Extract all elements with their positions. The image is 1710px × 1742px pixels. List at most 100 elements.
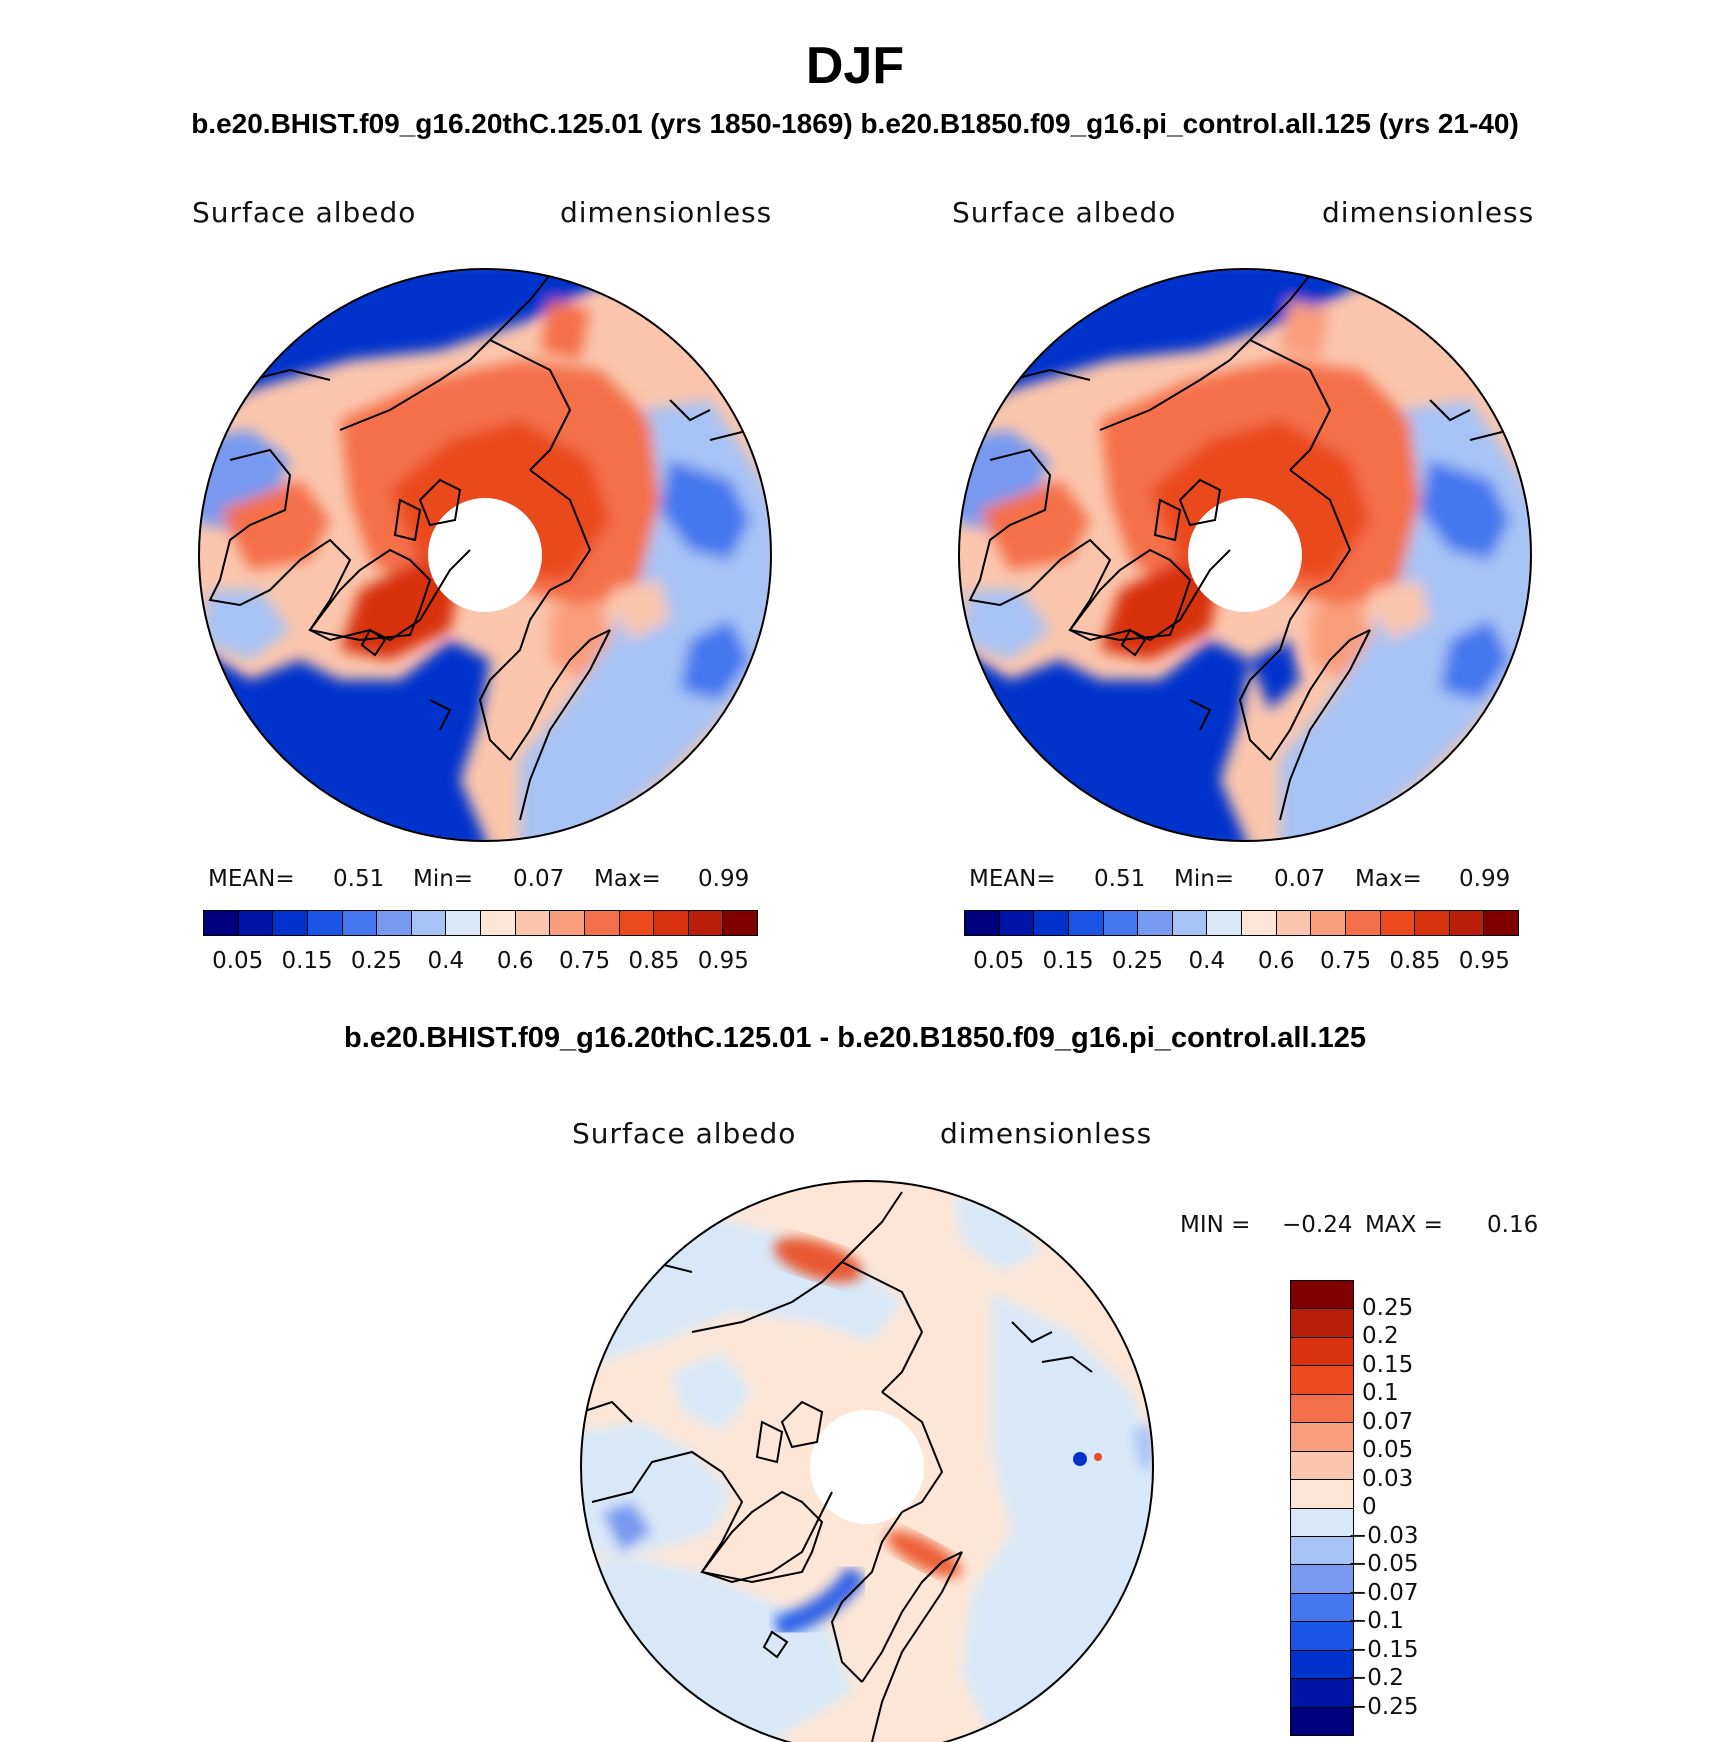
panel2-colorbar-swatch xyxy=(1311,911,1346,935)
panel2-colorbar-swatch xyxy=(1103,911,1139,935)
panel1-colorbar-tick-label: 0.75 xyxy=(558,948,611,974)
cases-subtitle: b.e20.BHIST.f09_g16.20thC.125.01 (yrs 18… xyxy=(191,108,1519,139)
diff-colorbar-tick-label: −0.05 xyxy=(1348,1551,1419,1577)
diff-colorbar-swatch xyxy=(1291,1707,1353,1735)
diff-positive-anomaly-east xyxy=(886,1530,962,1578)
panel1-colorbar-swatch xyxy=(584,911,620,935)
panel2-polar-map xyxy=(958,268,1532,842)
panel2-colorbar-swatch xyxy=(1172,911,1208,935)
panel1-colorbar-swatch xyxy=(619,911,655,935)
panel2-colorbar-swatch xyxy=(1138,911,1173,935)
panel2-colorbar-swatch xyxy=(1068,911,1104,935)
panel1-colorbar-tick-label: 0.95 xyxy=(697,948,749,974)
diff-colorbar-tick-label: 0.05 xyxy=(1362,1437,1414,1463)
panel1-colorbar-swatch xyxy=(654,911,689,935)
panel1-mean-label: MEAN= xyxy=(208,866,295,892)
panel2-colorbar-swatch xyxy=(1207,911,1242,935)
panel1-colorbar-swatch xyxy=(377,911,412,935)
panel1-variable-label: Surface albedo xyxy=(192,196,417,229)
diff-max-value: 0.16 xyxy=(1487,1212,1539,1238)
diff-coastlines xyxy=(581,1191,1093,1742)
diff-negative-spot xyxy=(1073,1452,1087,1466)
panel1-colorbar-swatch xyxy=(273,911,308,935)
panel2-colorbar-swatch xyxy=(1484,911,1518,935)
panel1-colorbar-swatch xyxy=(342,911,378,935)
panel1-colorbar-tick-label: 0.05 xyxy=(212,948,264,974)
diff-colorbar-swatch xyxy=(1291,1337,1353,1367)
diff-colorbar-tick-label: 0.07 xyxy=(1362,1408,1414,1435)
panel2-colorbar-tick-label: 0.85 xyxy=(1389,948,1441,974)
diff-colorbar-swatch xyxy=(1291,1679,1353,1708)
panel1-max-value: 0.99 xyxy=(698,866,750,892)
diff-colorbar-swatch xyxy=(1291,1622,1353,1651)
panel1-colorbar xyxy=(203,910,758,936)
panel1-pole-hole xyxy=(428,498,542,612)
diff-colorbar-tick-label: 0 xyxy=(1362,1494,1377,1520)
panel2-colorbar-tick-label: 0.05 xyxy=(973,948,1025,974)
diff-positive-spot xyxy=(1094,1453,1102,1461)
panel2-mean-label: MEAN= xyxy=(969,866,1056,892)
panel1-colorbar-swatch xyxy=(550,911,585,935)
diff-pole-hole xyxy=(810,1410,924,1524)
panel1-colorbar-tick-label: 0.4 xyxy=(427,948,465,974)
diff-colorbar-tick-label: −0.03 xyxy=(1348,1522,1419,1549)
diff-min-value: −0.24 xyxy=(1282,1212,1353,1238)
panel1-max-label: Max= xyxy=(594,866,661,892)
diff-colorbar-swatch xyxy=(1291,1565,1353,1594)
panel2-colorbar-tick-label: 0.95 xyxy=(1458,948,1510,974)
diff-positive-anomaly-north xyxy=(773,1237,863,1283)
panel1-colorbar-swatch xyxy=(307,911,343,935)
panel2-units-label: dimensionless xyxy=(1322,196,1535,229)
diff-colorbar-tick-label: 0.2 xyxy=(1362,1323,1399,1349)
diff-units-label: dimensionless xyxy=(940,1117,1153,1150)
panel2-map-border xyxy=(958,268,1532,842)
diff-colorbar-swatch xyxy=(1291,1650,1353,1680)
diff-colorbar-swatch xyxy=(1291,1480,1353,1509)
panel1-colorbar-swatch xyxy=(446,911,481,935)
panel2-colorbar-tick-label: 0.75 xyxy=(1319,948,1372,974)
panel1-colorbar-swatch xyxy=(238,911,274,935)
diff-colorbar-tick-label: 0.15 xyxy=(1362,1351,1414,1378)
panel2-colorbar-swatch xyxy=(1380,911,1416,935)
diff-colorbar-swatch xyxy=(1291,1451,1353,1481)
panel2-colorbar-swatch xyxy=(1034,911,1069,935)
panel2-pole-hole xyxy=(1188,498,1302,612)
panel2-colorbar-tick-label: 0.15 xyxy=(1042,948,1094,974)
figure-title: DJF xyxy=(805,37,905,95)
panel2-colorbar-swatch xyxy=(1415,911,1450,935)
panel1-colorbar-swatch xyxy=(411,911,447,935)
panel1-colorbar-ticks: 0.05 0.15 0.25 0.4 0.6 0.75 0.85 0.95 xyxy=(203,948,758,978)
panel2-colorbar-tick-label: 0.25 xyxy=(1111,948,1164,974)
diff-colorbar-swatch xyxy=(1291,1593,1353,1623)
panel2-colorbar-swatch xyxy=(1345,911,1381,935)
panel2-max-value: 0.99 xyxy=(1459,866,1511,892)
diff-max-label: MAX = xyxy=(1365,1212,1443,1238)
panel1-colorbar-tick-label: 0.25 xyxy=(350,948,403,974)
panel1-colorbar-swatch xyxy=(481,911,516,935)
diff-colorbar-swatch xyxy=(1291,1366,1353,1395)
panel1-min-value: 0.07 xyxy=(513,866,565,892)
diff-colorbar-tick-label: −0.07 xyxy=(1348,1579,1419,1606)
panel1-colorbar-swatch xyxy=(515,911,551,935)
panel2-colorbar-ticks: 0.05 0.15 0.25 0.4 0.6 0.75 0.85 0.95 xyxy=(964,948,1519,978)
panel2-colorbar-tick-label: 0.6 xyxy=(1257,948,1295,974)
diff-colorbar-tick-label: −0.25 xyxy=(1348,1693,1419,1720)
diff-map-border xyxy=(580,1180,1154,1742)
panel1-map-border xyxy=(198,268,772,842)
panel1-colorbar-swatch xyxy=(204,911,239,935)
panel2-colorbar-swatch xyxy=(1242,911,1277,935)
panel2-min-label: Min= xyxy=(1174,866,1235,892)
diff-negative-anomaly-atlantic xyxy=(773,1565,867,1638)
diff-colorbar-swatch xyxy=(1291,1394,1353,1424)
panel1-colorbar-tick-label: 0.6 xyxy=(496,948,534,974)
diff-colorbar-tick-label: −0.15 xyxy=(1348,1636,1419,1663)
panel2-colorbar-swatch xyxy=(999,911,1035,935)
diff-polar-map xyxy=(580,1180,1154,1742)
diff-colorbar-swatch xyxy=(1291,1281,1353,1310)
diff-colorbar-ticks: 0.25 0.2 0.15 0.1 0.07 0.05 0.03 0 −0.03 −0.05 −0.… xyxy=(1348,1280,1482,1736)
panel2-min-value: 0.07 xyxy=(1274,866,1326,892)
diff-colorbar-tick-label: 0.03 xyxy=(1362,1465,1414,1492)
diff-colorbar-swatch xyxy=(1291,1536,1353,1566)
panel2-colorbar-swatch xyxy=(965,911,1000,935)
diff-colorbar-swatch xyxy=(1291,1423,1353,1452)
